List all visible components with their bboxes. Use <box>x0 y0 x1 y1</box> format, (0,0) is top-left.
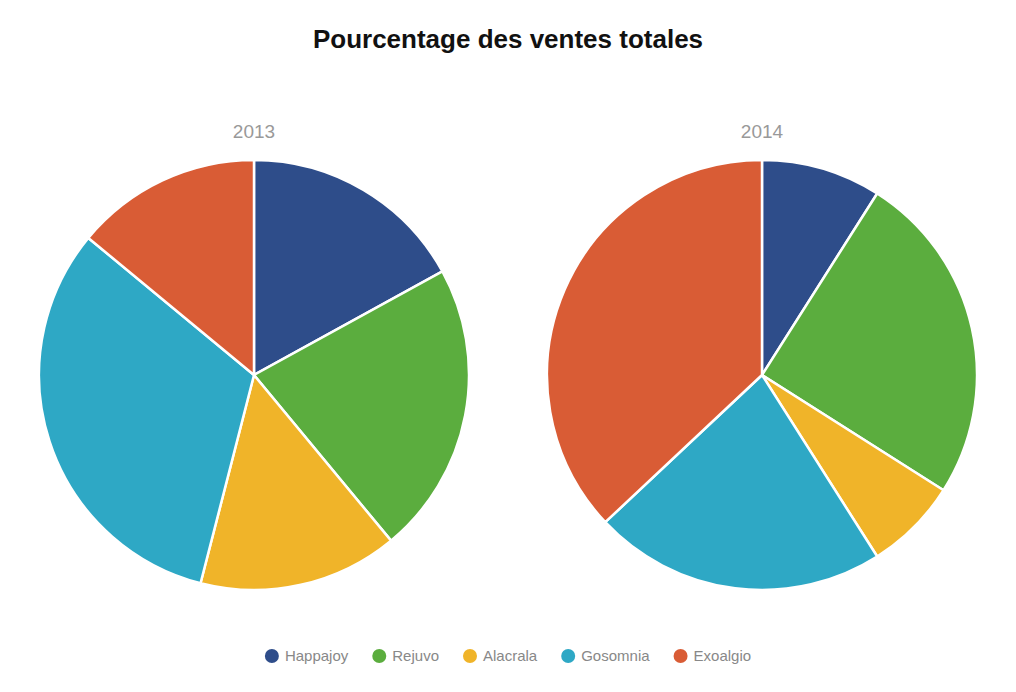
legend-label: Gosomnia <box>581 647 650 664</box>
legend: Happajoy Rejuvo Alacrala Gosomnia Exoalgio <box>265 647 751 664</box>
chart-title: Pourcentage des ventes totales <box>313 24 703 54</box>
chart-svg: Pourcentage des ventes totales 2013 2014 Ha… <box>0 0 1016 692</box>
pie-slice <box>88 160 254 375</box>
legend-swatch <box>674 649 688 663</box>
legend-swatch <box>265 649 279 663</box>
pie-title: 2013 <box>233 121 275 142</box>
legend-label: Rejuvo <box>392 647 439 664</box>
pie-slice <box>547 160 762 522</box>
legend-swatch <box>463 649 477 663</box>
chart-container: Pourcentage des ventes totales 2013 2014 Ha… <box>0 0 1016 692</box>
legend-swatch <box>561 649 575 663</box>
pie <box>39 160 469 590</box>
legend-label: Exoalgio <box>694 647 752 664</box>
legend-label: Happajoy <box>285 647 349 664</box>
legend-label: Alacrala <box>483 647 538 664</box>
pie <box>547 160 977 590</box>
pie-title: 2014 <box>741 121 784 142</box>
legend-swatch <box>372 649 386 663</box>
